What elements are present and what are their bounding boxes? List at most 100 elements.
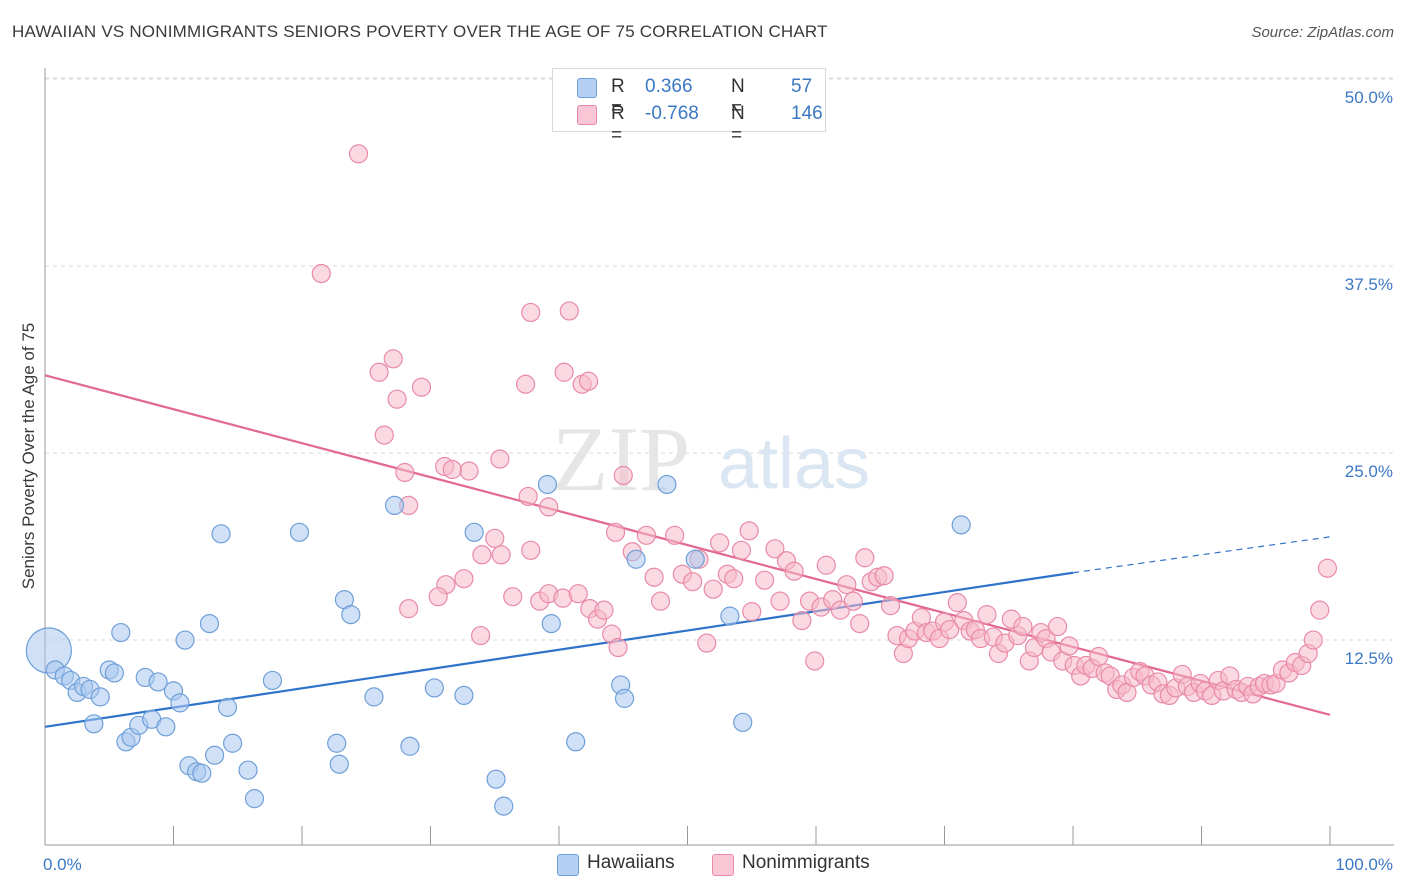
chart-source: Source: ZipAtlas.com [1251,24,1394,41]
nonimmigrants-point [348,144,369,164]
nonimmigrants-point [491,545,511,565]
nonimmigrants-point [411,377,432,397]
nonimmigrants-point [805,651,825,671]
hawaiians-point [111,622,131,643]
nonimmigrants-point [608,637,628,658]
r-label: R = [611,76,625,119]
nonimmigrants-point [490,449,510,469]
nonimmigrants-point [521,540,541,560]
nonimmigrants-trend-line [44,374,1331,716]
hawaiians-swatch [577,78,597,98]
hawaiians-point [244,789,265,809]
hawaiians-point [238,760,258,780]
nonimmigrants-point [554,362,574,382]
nonimmigrants-point [784,561,804,581]
nonimmigrants-point [710,533,730,553]
y-tick-label: 12.5% [1345,649,1393,668]
nonimmigrants-point [1013,616,1033,637]
hawaiians-point [364,687,384,707]
nonimmigrants-point [665,525,685,545]
nonimmigrants-point [594,600,614,620]
nonimmigrants-point [1310,600,1330,620]
hawaiians-point [148,672,168,692]
hawaiians-point [192,763,212,783]
nonimmigrants-point [770,591,790,611]
n-value: 146 [791,103,823,124]
nonimmigrants-point [880,596,901,616]
nonimmigrants-legend-swatch [712,854,734,876]
nonimmigrants-point [874,566,894,586]
nonimmigrants-point [644,567,664,587]
watermark: ZIP atlas [552,408,870,510]
nonimmigrants-point [1317,558,1338,578]
nonimmigrants-point [754,570,775,590]
nonimmigrants-legend-label: Nonimmigrants [742,852,870,873]
nonimmigrants-point [383,349,403,369]
hawaiians-point [384,495,405,516]
nonimmigrants-point [454,569,474,589]
nonimmigrants-point [395,462,415,483]
n-label: N = [731,103,745,146]
y-tick-label: 50.0% [1345,88,1393,107]
hawaiians-point [486,769,506,789]
nonimmigrants-point [311,263,331,284]
nonimmigrants-point [855,548,875,568]
hawaiians-point [400,736,420,756]
nonimmigrants-point [1089,646,1109,667]
nonimmigrants-point [387,389,407,409]
hawaiians-point [720,606,740,626]
nonimmigrants-point [374,425,394,445]
stats-legend: R = 0.366 N = 57 R = -0.768 N = 146 [552,68,826,146]
hawaiians-point [211,524,231,544]
hawaiians-point [626,549,646,569]
r-label: R = [611,103,625,146]
nonimmigrants-point [703,579,723,599]
nonimmigrants-point [568,584,588,604]
y-axis-label: Seniors Poverty Over the Age of 75 [19,323,38,589]
nonimmigrants-point [837,575,857,595]
chart-title: HAWAIIAN VS NONIMMIGRANTS SENIORS POVERT… [12,22,828,41]
hawaiians-point [104,663,124,683]
hawaiians-point [327,733,347,753]
hawaiians-trend-line [44,571,1074,728]
nonimmigrants-point [843,591,863,611]
nonimmigrants-point [850,613,870,634]
nonimmigrants-point [650,591,671,611]
nonimmigrants-point [636,525,656,545]
nonimmigrants-swatch [577,105,597,125]
nonimmigrants-point [731,540,752,560]
nonimmigrants-point [940,619,960,640]
nonimmigrants-point [683,572,703,592]
nonimmigrants-point [503,587,523,607]
nonimmigrants-point [947,593,967,613]
nonimmigrants-point [1303,630,1323,650]
nonimmigrants-point [442,459,462,480]
hawaiians-point [685,549,705,569]
hawaiians-point [341,605,361,625]
hawaiians-point [175,630,195,650]
nonimmigrants-point [742,602,762,622]
hawaiians-legend-label: Hawaiians [587,852,675,873]
nonimmigrants-point [605,522,626,542]
y-tick-label: 37.5% [1345,275,1393,294]
nonimmigrants-point [792,610,812,631]
nonimmigrants-point [428,587,448,607]
nonimmigrants-point [765,539,785,559]
nonimmigrants-point [816,555,836,575]
hawaiians-point [733,712,753,732]
nonimmigrants-point [369,362,389,382]
hawaiians-point [170,693,190,713]
nonimmigrants-point [539,497,559,517]
r-value: -0.768 [645,103,699,124]
nonimmigrants-point [459,461,479,481]
hawaiians-point [541,613,561,634]
hawaiians-point [424,678,444,698]
hawaiians-points [25,474,971,816]
hawaiians-point [156,717,176,737]
nonimmigrants-point [485,528,505,548]
nonimmigrants-point [559,301,579,321]
hawaiians-point [494,796,514,816]
hawaiians-point [614,688,635,708]
hawaiians-point [217,697,238,717]
